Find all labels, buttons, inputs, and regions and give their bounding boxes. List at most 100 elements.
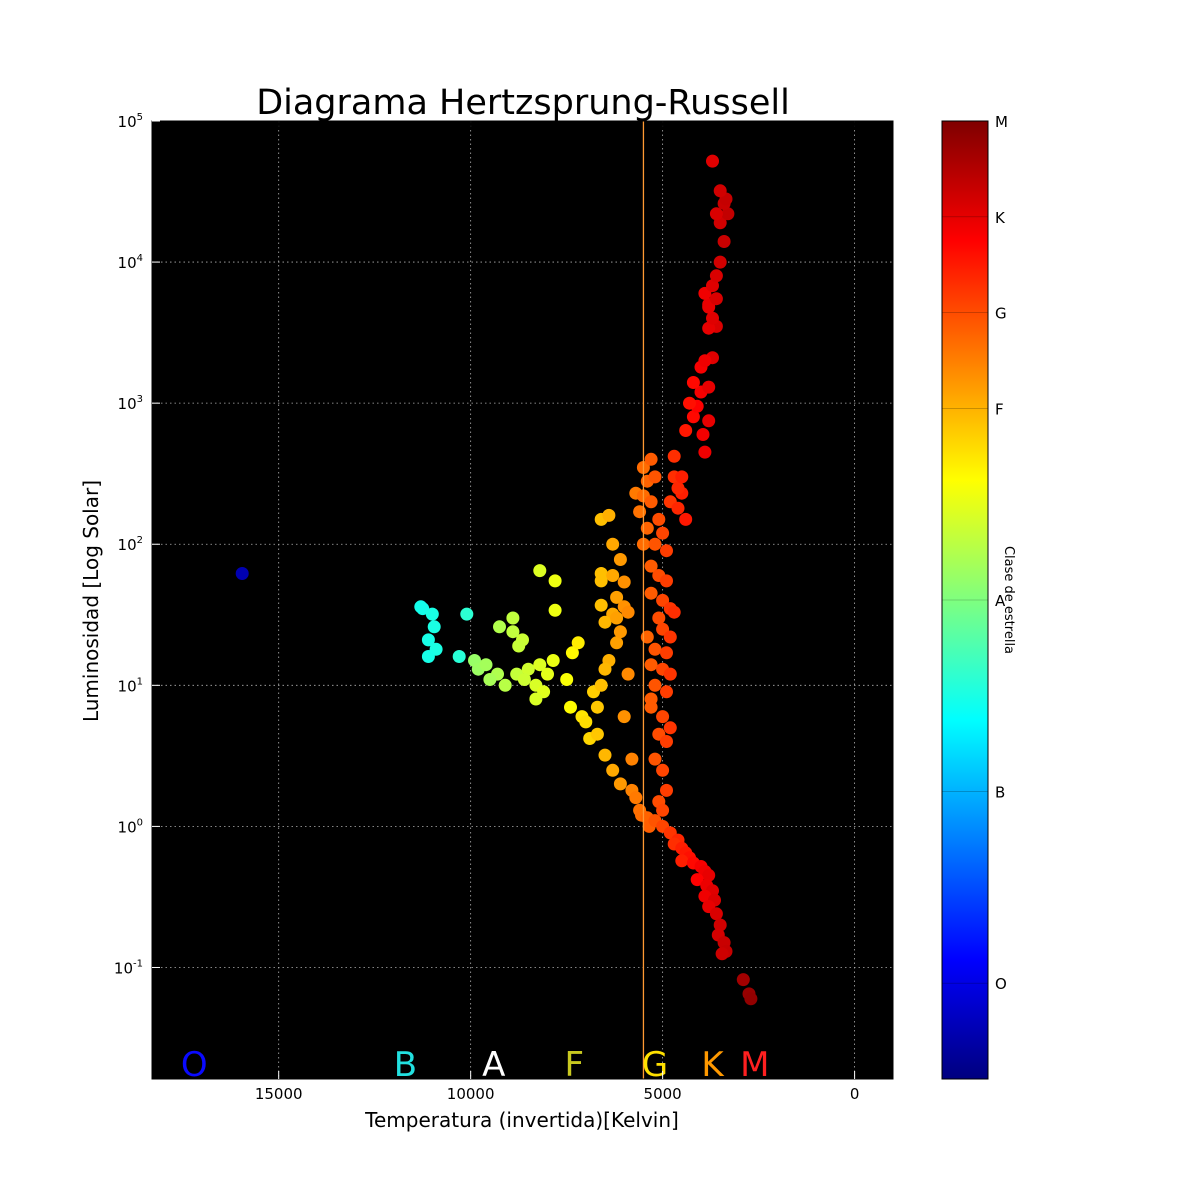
star-point <box>715 947 729 961</box>
class-label-m: M <box>740 1045 769 1085</box>
star-point <box>640 521 654 535</box>
star-point <box>683 396 696 410</box>
star-point <box>713 918 727 932</box>
colorbar-tick-label: M <box>995 113 1008 131</box>
star-point <box>644 452 658 466</box>
star-point <box>660 685 673 699</box>
star-point <box>709 292 723 306</box>
colorbar <box>941 120 989 1080</box>
star-point <box>702 868 716 882</box>
star-point <box>427 620 441 634</box>
chart-title: Diagrama Hertzsprung-Russell <box>256 83 790 123</box>
star-point <box>640 630 654 644</box>
star-point <box>613 777 627 791</box>
x-axis-ticks: 15000 10000 5000 0 <box>255 121 860 1103</box>
star-point <box>565 646 579 660</box>
star-point <box>679 424 693 437</box>
y-tick-label: 10-1 <box>114 958 143 977</box>
star-point <box>686 376 700 389</box>
star-point <box>698 445 712 459</box>
star-point <box>663 630 677 644</box>
x-tick-label: 5000 <box>644 1085 682 1103</box>
star-point <box>656 526 670 540</box>
star-point <box>690 873 704 887</box>
star-point <box>656 593 670 607</box>
star-point <box>671 481 685 495</box>
star-point <box>660 783 673 797</box>
y-tick-label: 100 <box>118 817 143 836</box>
x-tick-label: 10000 <box>447 1085 495 1103</box>
star-point <box>590 700 604 714</box>
star-point <box>606 763 620 777</box>
star-point <box>648 678 662 692</box>
star-point <box>706 311 719 325</box>
class-label-g: G <box>642 1045 668 1085</box>
star-point <box>660 735 673 748</box>
star-point <box>686 410 700 424</box>
class-label-a: A <box>482 1045 505 1085</box>
colorbar-tick-label: G <box>995 305 1007 323</box>
star-point <box>698 354 712 368</box>
colorbar-tick-label: K <box>995 209 1006 227</box>
colorbar-ticks: O B A F G K M <box>942 113 1008 993</box>
star-point <box>416 602 430 616</box>
star-point <box>425 607 439 621</box>
star-point <box>663 667 677 681</box>
plot-area <box>152 121 893 1079</box>
star-point <box>498 678 512 692</box>
y-axis-label: Luminosidad [Log Solar] <box>79 480 103 722</box>
star-point <box>644 559 658 573</box>
star-point <box>421 633 435 647</box>
colorbar-tick-label: A <box>995 592 1006 610</box>
class-label-o: O <box>181 1045 208 1085</box>
star-point <box>548 603 562 617</box>
star-point <box>512 639 526 653</box>
star-point <box>617 575 631 589</box>
star-point <box>675 854 689 868</box>
star-point <box>452 650 466 663</box>
star-point <box>702 321 716 335</box>
star-point <box>541 667 554 681</box>
x-tick-label: 0 <box>850 1085 860 1103</box>
star-point <box>625 752 639 766</box>
star-point <box>696 428 710 441</box>
star-point <box>675 470 689 484</box>
star-point <box>648 752 662 766</box>
y-tick-label: 103 <box>118 394 143 413</box>
star-point <box>633 505 647 519</box>
colorbar-label: Clase de estrella <box>1001 546 1016 654</box>
star-point <box>709 207 723 221</box>
star-point <box>660 574 673 588</box>
star-point <box>671 501 685 515</box>
star-point <box>667 449 681 463</box>
y-tick-label: 104 <box>118 253 143 272</box>
star-point <box>663 721 677 735</box>
star-point <box>610 636 624 650</box>
star-point <box>590 727 604 741</box>
star-point <box>610 611 624 625</box>
star-point <box>533 658 547 672</box>
star-point <box>460 607 474 621</box>
star-point <box>560 673 574 686</box>
star-point <box>483 673 497 686</box>
star-point <box>702 380 716 394</box>
star-point <box>644 495 658 509</box>
y-tick-label: 101 <box>118 676 143 695</box>
star-point <box>529 692 543 706</box>
colorbar-tick-label: O <box>995 975 1007 993</box>
star-point <box>713 255 727 269</box>
star-point <box>533 564 547 578</box>
class-label-f: F <box>565 1045 585 1085</box>
star-point <box>629 791 643 805</box>
star-point <box>721 207 735 221</box>
star-point <box>571 636 585 650</box>
star-point <box>421 650 435 663</box>
star-point <box>652 512 666 526</box>
star-point <box>506 625 520 639</box>
star-point <box>656 803 670 817</box>
star-point <box>656 763 670 777</box>
star-point <box>606 537 620 551</box>
star-point <box>644 658 658 672</box>
x-tick-label: 15000 <box>255 1085 303 1103</box>
